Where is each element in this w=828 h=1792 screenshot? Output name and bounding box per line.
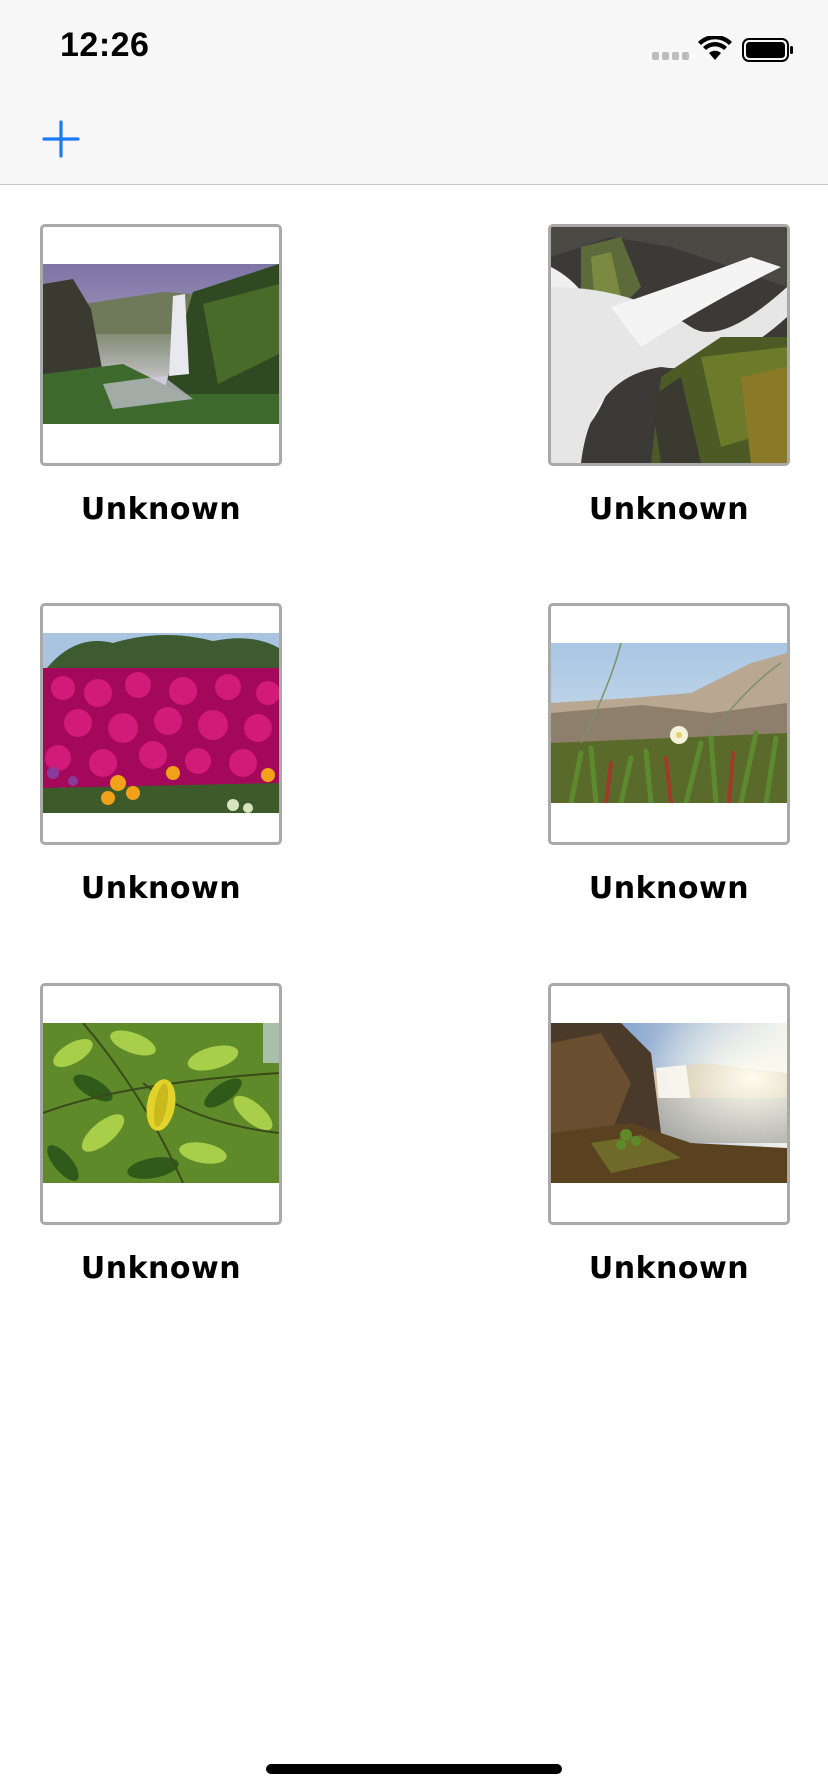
photo-frame <box>548 603 790 845</box>
photo-frame <box>40 224 282 466</box>
coastal-waterfall-photo <box>551 1023 787 1183</box>
battery-icon <box>742 38 793 62</box>
photo-frame <box>40 983 282 1225</box>
photo-frame <box>548 224 790 466</box>
green-leaves-photo <box>43 1023 279 1183</box>
photo-caption: Unknown <box>80 1251 242 1286</box>
photo-caption: Unknown <box>80 492 242 527</box>
plus-icon <box>42 120 80 158</box>
status-time: 12:26 <box>60 26 150 64</box>
navigation-bar <box>0 100 828 185</box>
status-bar: 12:26 <box>0 0 828 100</box>
photo-frame <box>548 983 790 1225</box>
home-indicator[interactable] <box>266 1764 562 1774</box>
beach-grass-photo <box>551 643 787 803</box>
waterfall-valley-photo <box>43 264 279 424</box>
waterfall-closeup-photo <box>551 227 787 463</box>
add-photo-button[interactable] <box>40 118 82 160</box>
photo-caption: Unknown <box>80 871 242 906</box>
photo-caption: Unknown <box>588 871 750 906</box>
cellular-signal-icon <box>652 50 690 60</box>
photo-caption: Unknown <box>588 492 750 527</box>
wifi-icon <box>698 36 732 60</box>
pink-flowers-photo <box>43 633 279 813</box>
photo-frame <box>40 603 282 845</box>
photo-caption: Unknown <box>588 1251 750 1286</box>
